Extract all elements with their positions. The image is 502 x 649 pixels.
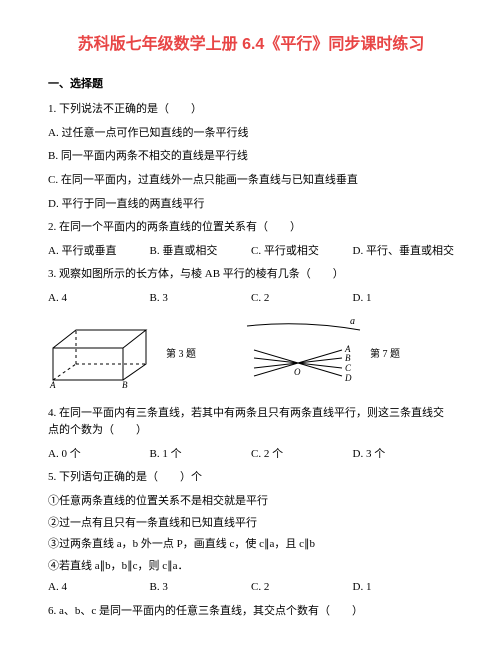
- svg-text:B: B: [345, 353, 351, 363]
- fig3-label: 第 3 题: [166, 347, 196, 363]
- svg-text:C: C: [345, 363, 352, 373]
- q5-opt-b: B. 3: [150, 579, 252, 597]
- q2: 2. 在同一个平面内的两条直线的位置关系有（ ）: [48, 219, 454, 237]
- cuboid-figure: A B: [48, 320, 158, 390]
- q1-opt-b: B. 同一平面内两条不相交的直线是平行线: [48, 148, 454, 166]
- q5-options: A. 4 B. 3 C. 2 D. 1: [48, 579, 454, 597]
- rays-figure: a A B C D O: [242, 318, 362, 393]
- svg-text:B: B: [122, 380, 128, 390]
- q1-opt-c: C. 在同一平面内，过直线外一点只能画一条直线与已知直线垂直: [48, 172, 454, 190]
- section-heading: 一、选择题: [48, 76, 454, 94]
- q3-opt-a: A. 4: [48, 290, 150, 308]
- q1-opt-a: A. 过任意一点可作已知直线的一条平行线: [48, 125, 454, 143]
- q2-opt-b: B. 垂直或相交: [150, 243, 252, 261]
- q5-opt-d: D. 1: [353, 579, 455, 597]
- page-title: 苏科版七年级数学上册 6.4《平行》同步课时练习: [48, 32, 454, 58]
- q4-opt-d: D. 3 个: [353, 446, 455, 464]
- q5-sub3: ③过两条直线 a，b 外一点 P，画直线 c，使 c∥a，且 c∥b: [48, 536, 454, 554]
- q3-options: A. 4 B. 3 C. 2 D. 1: [48, 290, 454, 308]
- q4: 4. 在同一平面内有三条直线，若其中有两条且只有两条直线平行，则这三条直线交点的…: [48, 405, 454, 440]
- q5-opt-c: C. 2: [251, 579, 353, 597]
- q2-opt-d: D. 平行、垂直或相交: [353, 243, 455, 261]
- q6: 6. a、b、c 是同一平面内的任意三条直线，其交点个数有（ ）: [48, 603, 454, 621]
- q4-opt-b: B. 1 个: [150, 446, 252, 464]
- q5: 5. 下列语句正确的是（ ）个: [48, 469, 454, 487]
- q2-opt-a: A. 平行或垂直: [48, 243, 150, 261]
- q3-opt-b: B. 3: [150, 290, 252, 308]
- q5-sub4: ④若直线 a∥b，b∥c，则 c∥a．: [48, 558, 454, 576]
- q5-sub2: ②过一点有且只有一条直线和已知直线平行: [48, 515, 454, 533]
- figure-row: A B 第 3 题 a A B C D O 第 7 题: [48, 318, 454, 393]
- q4-options: A. 0 个 B. 1 个 C. 2 个 D. 3 个: [48, 446, 454, 464]
- svg-text:D: D: [344, 373, 352, 383]
- svg-text:A: A: [49, 380, 56, 390]
- svg-text:O: O: [294, 367, 301, 377]
- q1: 1. 下列说法不正确的是（ ）: [48, 101, 454, 119]
- svg-text:a: a: [350, 318, 355, 327]
- q3-opt-c: C. 2: [251, 290, 353, 308]
- q3: 3. 观察如图所示的长方体，与棱 AB 平行的棱有几条（ ）: [48, 266, 454, 284]
- q5-sub1: ①任意两条直线的位置关系不是相交就是平行: [48, 493, 454, 511]
- q1-opt-d: D. 平行于同一直线的两直线平行: [48, 196, 454, 214]
- q4-opt-a: A. 0 个: [48, 446, 150, 464]
- q2-options: A. 平行或垂直 B. 垂直或相交 C. 平行或相交 D. 平行、垂直或相交: [48, 243, 454, 261]
- fig7-label: 第 7 题: [370, 347, 400, 363]
- q2-opt-c: C. 平行或相交: [251, 243, 353, 261]
- q4-opt-c: C. 2 个: [251, 446, 353, 464]
- q5-opt-a: A. 4: [48, 579, 150, 597]
- q3-opt-d: D. 1: [353, 290, 455, 308]
